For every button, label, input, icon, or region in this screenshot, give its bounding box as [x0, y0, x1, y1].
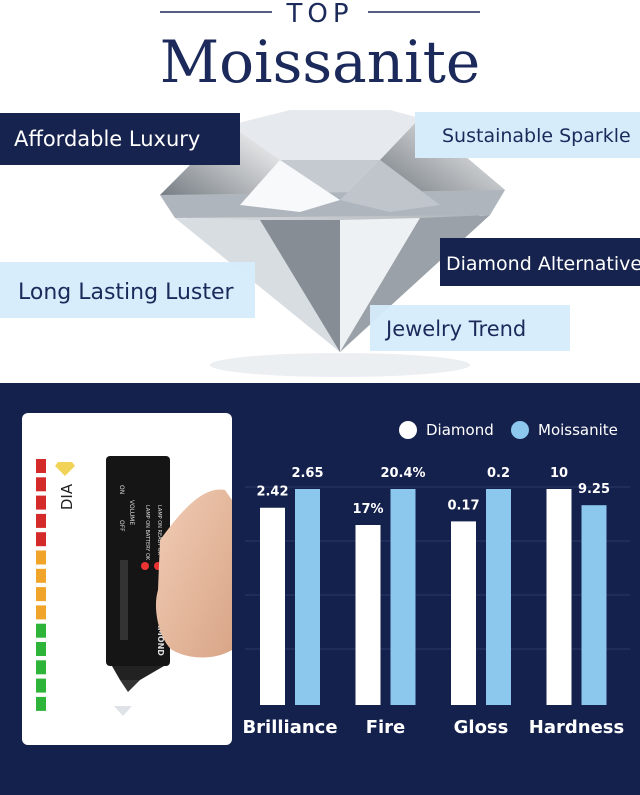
tester-text: DIA — [58, 483, 76, 510]
gem-icon — [114, 706, 132, 716]
legend-swatch — [399, 421, 417, 439]
value-label: 17% — [352, 502, 383, 517]
header-top: TOP — [285, 0, 353, 29]
value-label: 0.17 — [447, 498, 479, 513]
led — [36, 587, 46, 602]
feature-label: Sustainable Sparkle — [442, 125, 631, 147]
led — [36, 459, 46, 473]
tester-text: LAMP ON BATTERY OK — [144, 505, 150, 561]
x-tick-label: Gloss — [454, 717, 509, 738]
led — [36, 678, 46, 693]
bar — [546, 489, 572, 705]
value-label: 2.42 — [256, 485, 288, 500]
feature-label: Long Lasting Luster — [18, 280, 235, 305]
bar — [486, 489, 511, 705]
feature-banner — [0, 262, 255, 318]
led — [36, 623, 46, 638]
bar — [295, 489, 320, 705]
value-label: 10 — [550, 466, 568, 481]
bar — [355, 525, 381, 705]
gem-icon — [55, 462, 75, 476]
x-tick-label: Fire — [366, 717, 406, 738]
led — [36, 660, 46, 675]
led — [36, 477, 46, 492]
bar — [451, 521, 476, 705]
led — [36, 550, 46, 565]
feature-label: Jewelry Trend — [384, 317, 526, 341]
diamond-image — [160, 110, 505, 377]
led — [36, 495, 46, 510]
tester-text: DIAMOND — [156, 612, 165, 656]
value-label: 20.4% — [380, 466, 425, 481]
legend-swatch — [511, 421, 529, 439]
feature-label: Diamond Alternative — [446, 253, 640, 275]
led — [36, 532, 46, 547]
header-title: Moissanite — [160, 28, 481, 96]
feature-banner — [0, 113, 240, 165]
led-scale — [36, 459, 46, 711]
bar-chart: Diamond Moissanite Brilliance 2.422.65 Fire 1… — [242, 421, 624, 738]
tester-text: VOLUME — [128, 500, 135, 525]
bar — [260, 507, 285, 705]
x-tick-label: Hardness — [529, 717, 624, 738]
feature-label: Affordable Luxury — [14, 127, 200, 151]
legend-label: Moissanite — [538, 421, 618, 439]
tester-text: LAMP ON READY OK — [156, 505, 162, 556]
led — [36, 642, 46, 656]
x-tick-label: Brilliance — [242, 717, 337, 738]
value-label: 9.25 — [578, 482, 610, 497]
tester-text: ON — [118, 485, 125, 494]
tester-text: OFF — [118, 520, 125, 532]
bar — [390, 489, 416, 705]
hand — [155, 489, 232, 658]
led — [36, 513, 46, 528]
value-label: 2.65 — [291, 466, 323, 481]
led — [36, 696, 46, 711]
feature-banner — [370, 305, 570, 351]
led — [36, 605, 46, 620]
led — [36, 568, 46, 583]
feature-banner — [440, 238, 640, 286]
legend-label: Diamond — [426, 421, 494, 439]
feature-banner — [415, 112, 640, 158]
bar — [581, 505, 607, 705]
tester-device: ON OFF VOLUME LAMP ON BATTERY OK LAMP ON… — [106, 456, 170, 692]
value-label: 0.2 — [487, 466, 510, 481]
